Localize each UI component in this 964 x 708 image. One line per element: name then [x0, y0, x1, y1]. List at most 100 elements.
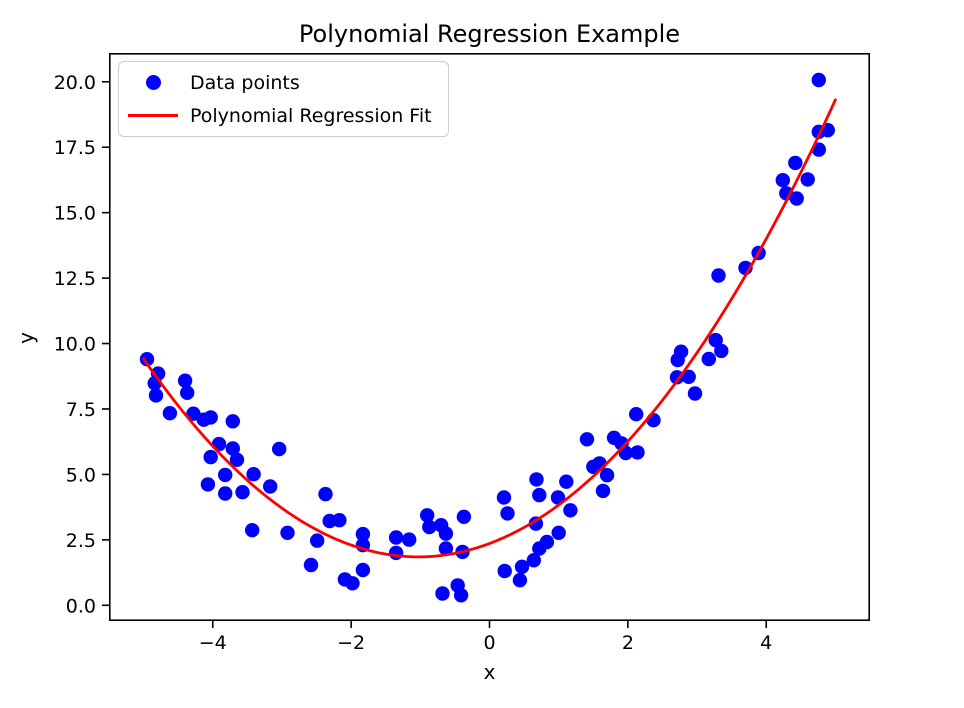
legend-label-fit: Polynomial Regression Fit: [190, 104, 432, 127]
scatter-point: [512, 573, 528, 588]
plot-area: −4 −2 0 2 4 0.0 2.5 5.0 7.5 10.0 12.5 15.0 17.5 20.0: [54, 53, 871, 654]
scatter-point: [200, 477, 216, 492]
scatter-point: [229, 452, 245, 467]
scatter-point: [139, 352, 155, 367]
scatter-point: [186, 406, 201, 421]
scatter-point: [388, 545, 404, 561]
scatter-point: [811, 72, 826, 88]
y-tick-label: 15.0: [54, 203, 96, 225]
scatter-point: [355, 562, 371, 578]
y-tick-label: 5.0: [66, 464, 96, 486]
scatter-point: [681, 369, 696, 384]
scatter-point: [711, 268, 726, 283]
scatter-point: [456, 509, 472, 524]
scatter-point: [775, 173, 790, 188]
y-tick-label: 7.5: [66, 399, 96, 421]
scatter-point: [592, 456, 607, 471]
scatter-point: [539, 534, 555, 550]
scatter-point: [203, 449, 218, 465]
scatter-point: [345, 576, 360, 591]
scatter-point: [800, 172, 815, 187]
x-tick-label: −2: [337, 632, 365, 654]
scatter-point: [708, 332, 723, 348]
scatter-point: [263, 479, 278, 494]
scatter-point: [788, 155, 803, 171]
legend-entry-data-points: Data points: [128, 67, 432, 98]
legend-label-data-points: Data points: [190, 71, 300, 94]
scatter-point: [420, 508, 435, 523]
scatter-point: [500, 506, 515, 521]
fit-line-marker-icon: [128, 114, 178, 117]
x-axis-label: x: [483, 660, 496, 684]
scatter-point: [630, 445, 645, 460]
y-tick-label: 20.0: [54, 72, 96, 94]
scatter-point: [225, 441, 240, 456]
legend-marker-cell: [128, 114, 178, 117]
scatter-point: [701, 351, 716, 367]
scatter-point: [559, 474, 574, 489]
scatter-point: [532, 487, 547, 503]
scatter-point: [789, 191, 804, 206]
plot-frame: [109, 53, 871, 622]
legend: Data points Polynomial Regression Fit: [118, 61, 449, 137]
scatter-point: [435, 586, 450, 601]
chart-title: Polynomial Regression Example: [298, 20, 681, 48]
scatter-point: [355, 526, 371, 542]
scatter-point: [646, 413, 661, 428]
scatter-point: [453, 588, 469, 603]
scatter-point: [303, 557, 319, 573]
scatter-point: [148, 388, 164, 403]
scatter-point: [332, 513, 347, 528]
x-tick-label: 4: [760, 632, 772, 654]
scatter-point: [272, 441, 287, 457]
scatter-point: [438, 541, 454, 556]
scatter-point: [218, 486, 233, 501]
y-tick-label: 10.0: [54, 334, 96, 356]
scatter-point: [438, 526, 454, 541]
scatter-point: [177, 373, 193, 388]
scatter-point: [280, 525, 295, 540]
scatter-point: [180, 385, 195, 400]
scatter-point: [551, 525, 566, 540]
scatter-point: [514, 559, 530, 574]
y-tick-label: 17.5: [54, 137, 96, 159]
y-axis-label: y: [14, 332, 38, 344]
scatter-point: [388, 530, 404, 545]
scatter-point: [673, 344, 689, 359]
scatter-point: [579, 432, 595, 447]
scatter-point: [563, 503, 578, 518]
scatter-point: [310, 533, 325, 548]
scatter-point: [203, 410, 218, 425]
scatter-point: [245, 523, 260, 538]
scatter-point: [150, 366, 166, 381]
scatter-point: [225, 414, 240, 429]
x-tick-label: 0: [483, 632, 495, 654]
x-tick-label: 2: [622, 632, 634, 654]
scatter-point: [629, 407, 644, 422]
scatter-point: [218, 467, 233, 483]
y-tick-label: 12.5: [54, 268, 96, 290]
legend-marker-cell: [128, 75, 178, 90]
y-tick-label: 0.0: [66, 595, 96, 617]
scatter-point: [162, 406, 178, 421]
scatter-point: [599, 468, 615, 483]
scatter-point: [714, 343, 729, 359]
scatter-point: [496, 490, 512, 505]
scatter-point: [687, 386, 703, 401]
scatter-point: [318, 486, 333, 502]
scatter-point: [526, 553, 541, 568]
scatter-point: [422, 519, 437, 535]
scatter-point: [235, 485, 250, 500]
scatter-point: [595, 483, 611, 499]
scatter-point: [529, 472, 544, 487]
scatter-marker-icon: [145, 75, 161, 90]
legend-entry-fit: Polynomial Regression Fit: [128, 100, 432, 131]
scatter-point: [528, 516, 544, 531]
scatter-point: [497, 563, 512, 579]
y-tick-label: 2.5: [66, 530, 96, 552]
x-tick-label: −4: [199, 632, 227, 654]
scatter-point: [246, 467, 261, 482]
scatter-point: [402, 532, 417, 547]
fit-curve: [142, 98, 837, 559]
